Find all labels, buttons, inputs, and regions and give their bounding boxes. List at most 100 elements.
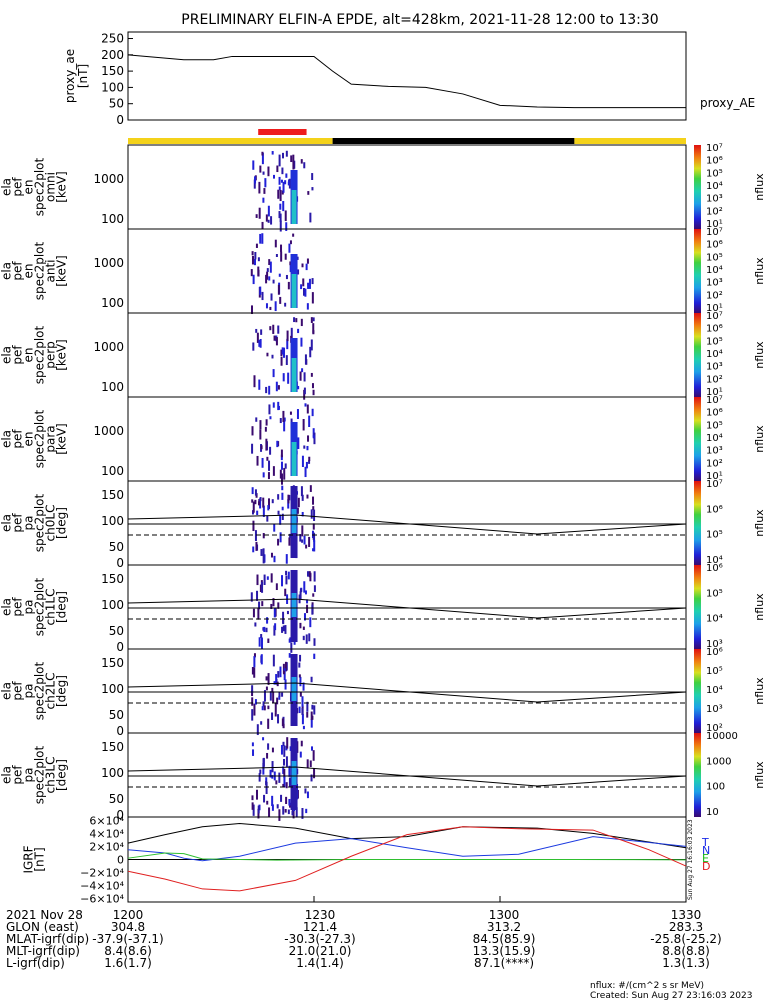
flux-streak bbox=[265, 274, 268, 284]
flux-streak bbox=[304, 288, 307, 297]
flux-streak bbox=[309, 572, 312, 582]
flux-streak bbox=[280, 251, 283, 262]
flux-streak bbox=[267, 498, 270, 509]
colorbar-tick-label: 10⁵ bbox=[706, 666, 723, 677]
flux-streak bbox=[266, 515, 269, 522]
flux-streak bbox=[278, 692, 281, 697]
flux-streak bbox=[251, 251, 254, 256]
flux-streak bbox=[260, 637, 263, 649]
flux-streak bbox=[311, 187, 314, 191]
flux-streak bbox=[255, 214, 258, 218]
ytick-label: 200 bbox=[101, 48, 124, 62]
flux-streak bbox=[300, 486, 303, 497]
flux-streak bbox=[252, 342, 255, 351]
flux-streak bbox=[312, 593, 315, 597]
ylabel-part: ela bbox=[0, 262, 14, 280]
flux-streak bbox=[276, 165, 279, 173]
flux-streak bbox=[270, 293, 273, 301]
flux-streak bbox=[303, 613, 306, 621]
flux-streak bbox=[313, 571, 316, 582]
flux-streak bbox=[305, 634, 308, 644]
flux-streak bbox=[267, 219, 270, 223]
flux-streak bbox=[262, 737, 265, 741]
flux-streak bbox=[279, 532, 282, 543]
ytick-label: −6×10⁴ bbox=[80, 893, 124, 906]
flux-streak bbox=[282, 783, 285, 788]
colorbar-tick-label: 10¹ bbox=[706, 471, 723, 482]
flux-streak bbox=[272, 369, 275, 378]
flux-streak bbox=[310, 509, 313, 519]
flux-streak bbox=[306, 494, 309, 499]
ylabel-part: [deg] bbox=[55, 591, 69, 623]
flux-streak bbox=[276, 804, 279, 809]
ephem-value: -37.9(-37.1) bbox=[92, 932, 163, 946]
flux-streak bbox=[300, 318, 303, 327]
flux-core-bright bbox=[291, 509, 297, 533]
flux-streak bbox=[292, 154, 295, 163]
flux-streak bbox=[262, 505, 265, 517]
ephem-row-label: MLAT-igrf(dip) bbox=[6, 932, 89, 946]
colorbar-tick-label: 10⁷ bbox=[706, 227, 723, 238]
flux-streak bbox=[277, 189, 280, 199]
flux-streak bbox=[285, 782, 288, 789]
flux-streak bbox=[260, 721, 263, 725]
colorbar-tick-label: 10⁶ bbox=[706, 156, 723, 167]
flux-streak bbox=[263, 690, 266, 702]
colorbar-tick-label: 10¹ bbox=[706, 387, 723, 398]
ylabel-part: omni bbox=[44, 172, 58, 202]
flux-streak bbox=[253, 656, 256, 668]
flux-streak bbox=[261, 291, 264, 301]
colorbar-label: nflux bbox=[753, 509, 766, 537]
flux-streak bbox=[302, 635, 305, 641]
flux-streak bbox=[272, 402, 275, 408]
ytick-label: 6×10⁴ bbox=[89, 814, 124, 827]
flux-streak bbox=[312, 523, 315, 530]
colorbar bbox=[694, 565, 701, 649]
spectrogram-panel-omni: 1000100elapefenspec2plotomni[keV]10⁷10⁶1… bbox=[0, 143, 766, 232]
flux-streak bbox=[291, 810, 294, 816]
flux-streak bbox=[283, 467, 286, 480]
flux-streak bbox=[278, 211, 281, 219]
flux-streak bbox=[280, 461, 283, 470]
ylabel-part: en bbox=[22, 348, 36, 363]
colorbar bbox=[694, 313, 701, 397]
flux-streak bbox=[297, 497, 300, 508]
flux-streak bbox=[285, 173, 288, 178]
flux-streak bbox=[280, 179, 283, 183]
flux-streak bbox=[277, 538, 280, 546]
colorbar-tick-label: 10⁷ bbox=[706, 395, 723, 406]
flux-streak bbox=[282, 625, 285, 632]
flux-streak bbox=[293, 317, 296, 323]
flux-streak bbox=[251, 795, 254, 801]
flux-streak bbox=[253, 667, 256, 678]
flux-streak bbox=[284, 625, 287, 634]
flux-streak bbox=[306, 258, 309, 264]
flux-streak bbox=[310, 339, 313, 351]
flux-streak bbox=[312, 435, 315, 439]
flux-streak bbox=[297, 385, 300, 390]
ytick-label: 100 bbox=[101, 296, 124, 310]
colorbar-tick-label: 10⁵ bbox=[706, 336, 723, 347]
flux-streak bbox=[269, 446, 272, 455]
spectrogram-panel-perp: 1000100elapefenspec2plotperp[keV]10⁷10⁶1… bbox=[0, 311, 766, 400]
flux-streak bbox=[265, 686, 268, 691]
flux-streak bbox=[313, 585, 316, 592]
flux-streak bbox=[258, 601, 261, 610]
ylabel-part: ch1LC bbox=[44, 589, 58, 626]
colorbar-tick-label: 10³ bbox=[706, 639, 723, 650]
flux-streak bbox=[266, 576, 269, 580]
flux-streak bbox=[298, 662, 301, 668]
flux-streak bbox=[256, 724, 259, 736]
flux-streak bbox=[258, 379, 261, 390]
flux-streak bbox=[301, 368, 304, 373]
flux-streak bbox=[250, 269, 253, 277]
flux-streak bbox=[298, 706, 301, 714]
proxy-ae-series bbox=[127, 54, 686, 109]
flux-streak bbox=[310, 317, 313, 323]
ephem-value: -30.3(-27.3) bbox=[284, 932, 355, 946]
flux-streak bbox=[278, 154, 281, 167]
ylabel-part: [keV] bbox=[55, 255, 69, 286]
flux-streak bbox=[259, 165, 262, 173]
colorbar-tick-label: 10⁷ bbox=[706, 143, 723, 154]
